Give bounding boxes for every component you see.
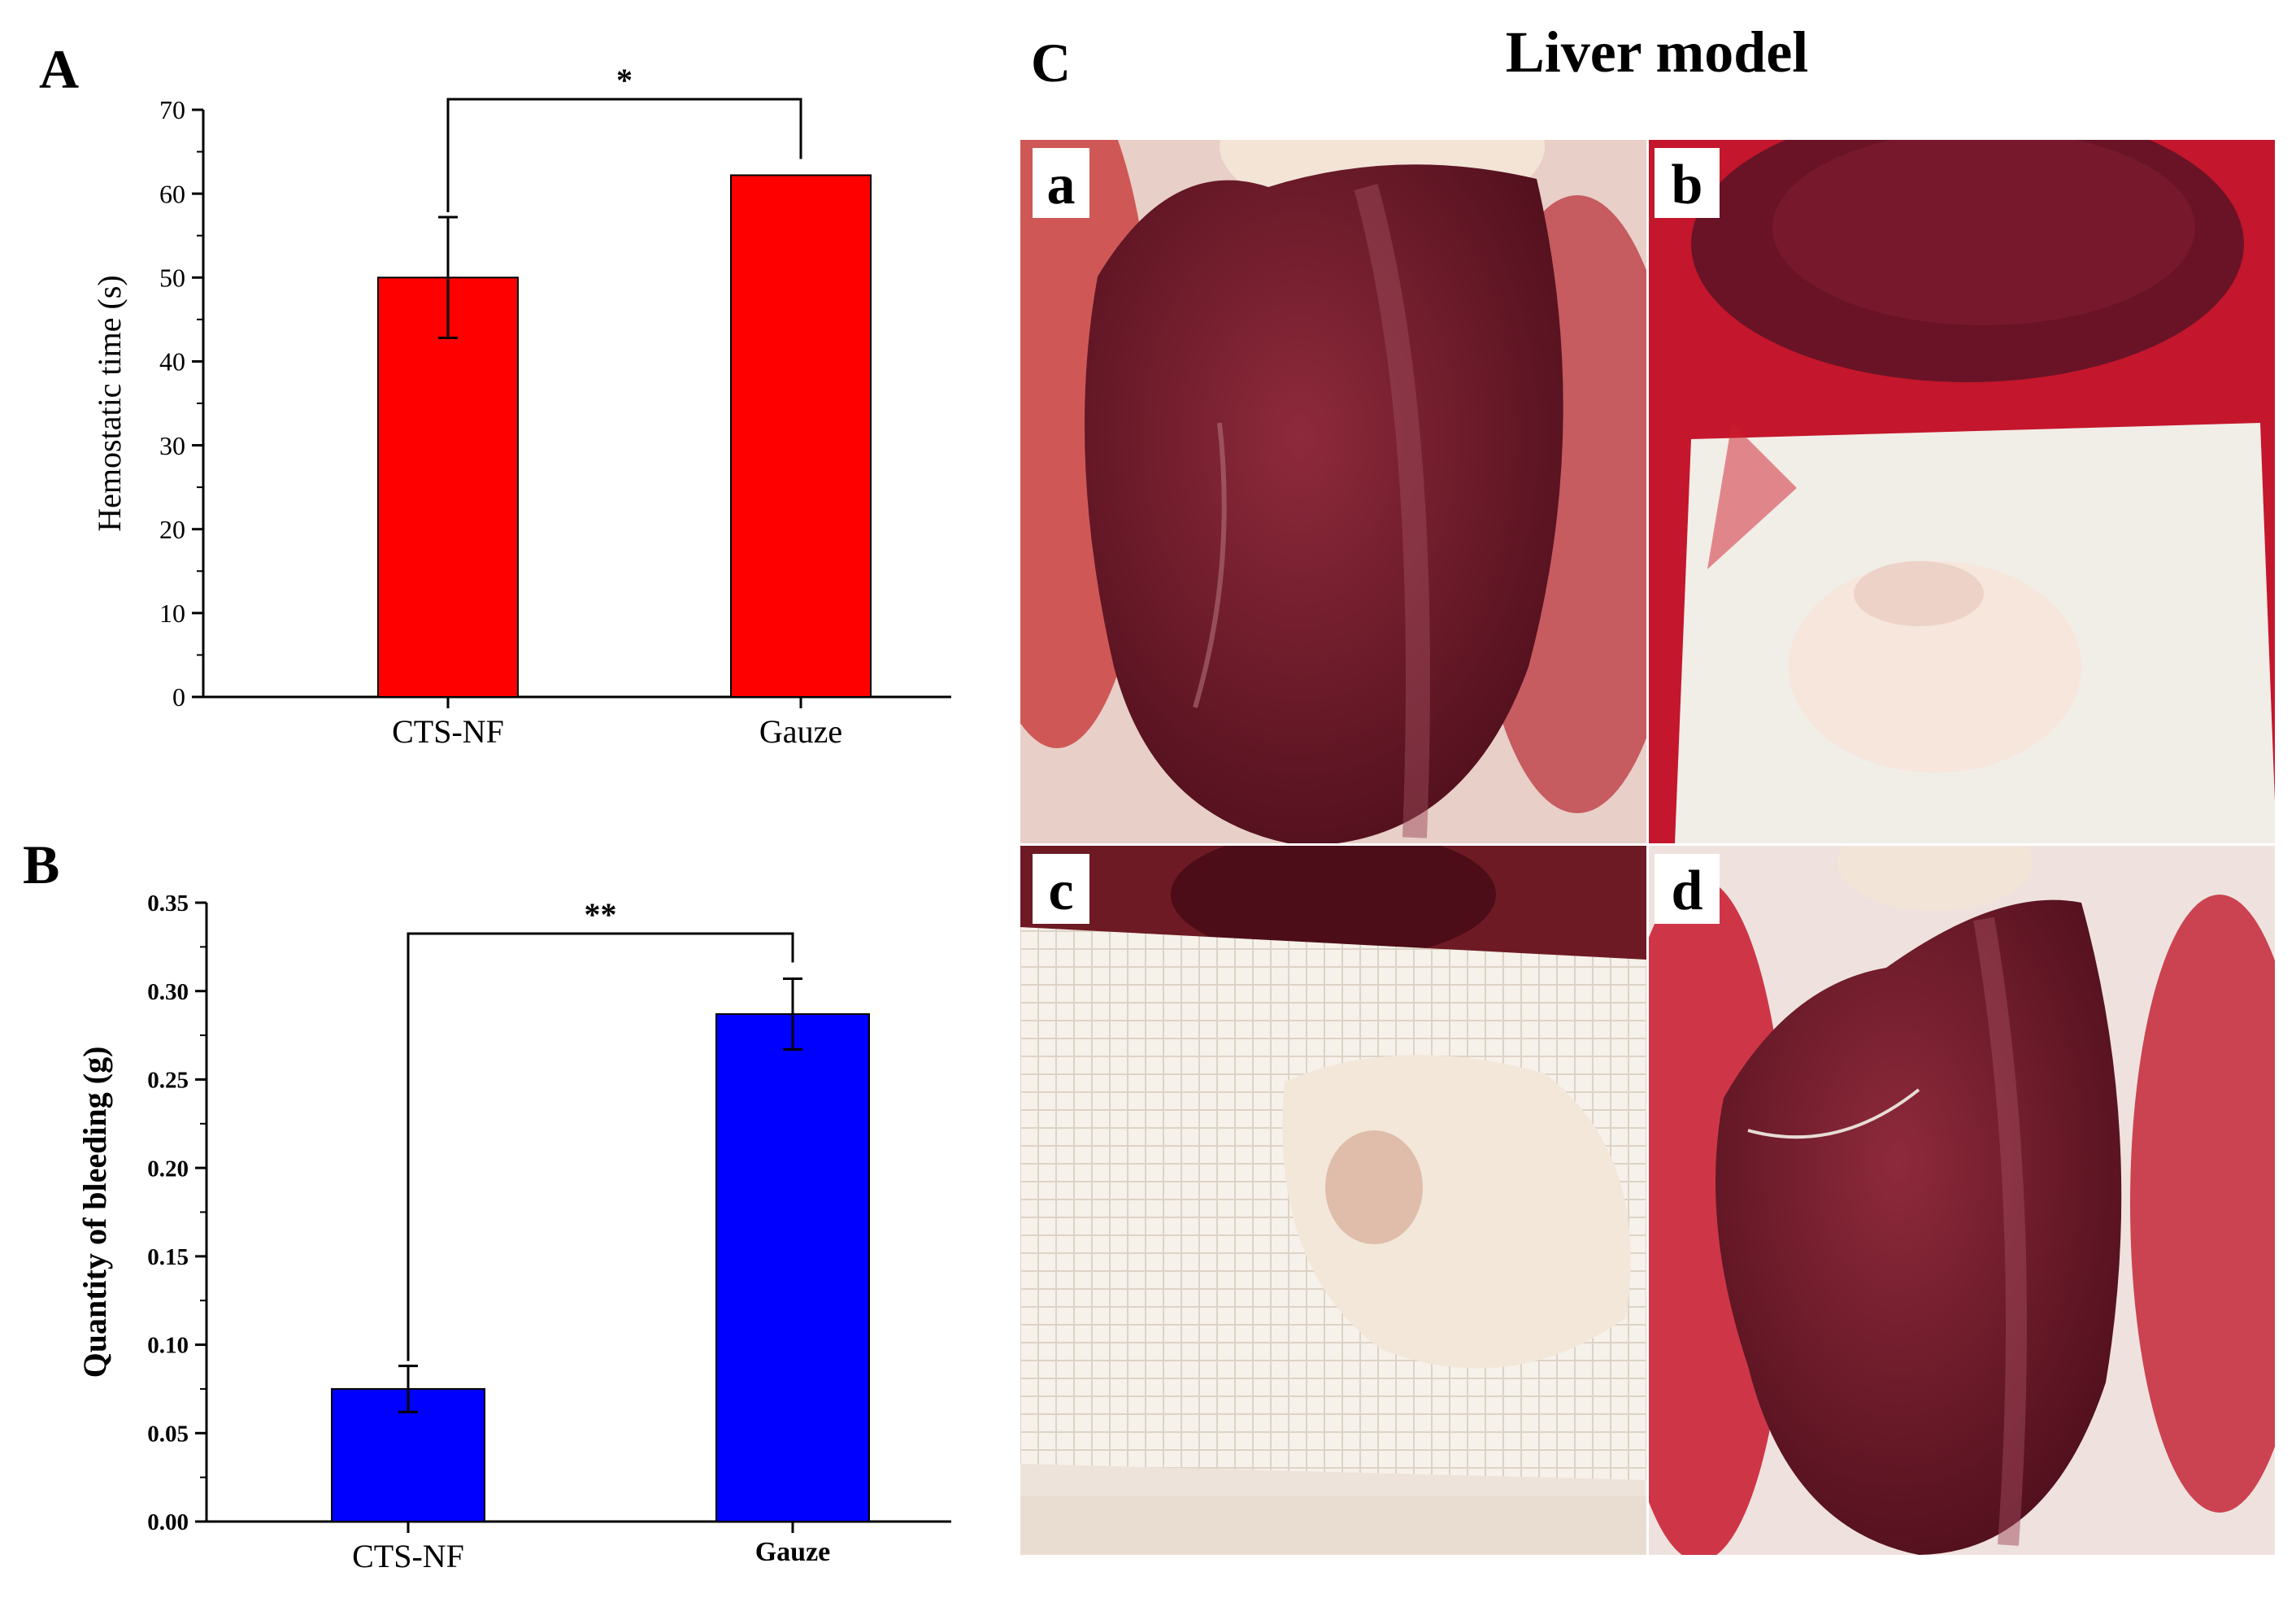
chart-a-y-tick-label: 60 (159, 179, 185, 208)
photo-b-label-bg (1655, 148, 1720, 218)
chart-a-significance-bracket (446, 98, 802, 213)
chart-b-category-label: CTS-NF (352, 1538, 464, 1574)
panel-c: C Liver model a b (1020, 20, 2275, 1555)
chart-b-y-tick-label: 0.20 (147, 1156, 189, 1182)
photo-a-label-bg (1033, 148, 1089, 218)
photo-d (1649, 846, 2275, 1555)
chart-a-category-label: Gauze (759, 713, 842, 750)
chart-a-y-tick-label: 0 (172, 682, 185, 712)
panel-b-letter: B (23, 834, 59, 895)
chart-a-significance-marker: * (616, 62, 633, 98)
chart-a-y-tick-label: 30 (159, 431, 185, 460)
photo-d-label: d (1672, 860, 1703, 922)
hemostatic-time-chart: 0 10 20 30 40 50 60 70 Hemostatic time (s) CTS-NF… (91, 62, 951, 750)
panel-a-letter: A (39, 38, 79, 100)
photo-b-label: b (1672, 154, 1703, 216)
chart-b-y-tick-label: 0.25 (147, 1068, 189, 1094)
chart-b-bar-gauze (715, 1012, 870, 1522)
chart-b-significance-marker: ** (585, 896, 617, 933)
chart-b-y-tick-label: 0.10 (147, 1333, 189, 1359)
panel-c-title: Liver model (1506, 20, 1809, 85)
chart-a-y-tick-label: 20 (159, 515, 185, 544)
photo-b (1649, 140, 2275, 843)
chart-b-y-tick-label: 0.15 (147, 1244, 189, 1270)
chart-b-y-tick-label: 0.00 (147, 1509, 189, 1535)
photo-c-label-bg (1033, 854, 1089, 924)
chart-a-y-tick-label: 70 (159, 95, 185, 124)
panel-a: A 0 10 20 30 40 50 60 70 Hemostatic time (s) CTS-… (39, 38, 951, 750)
chart-b-significance-bracket (407, 932, 794, 1361)
chart-a-y-tick-label: 40 (159, 347, 185, 377)
chart-b-y-axis-label: Quantity of bleeding (g) (76, 1047, 113, 1378)
photo-c-label: c (1048, 860, 1073, 922)
panel-b: B 0.00 0.05 0.10 0.15 0.20 0.25 0.30 0.35 Quanti… (23, 834, 951, 1574)
chart-a-bar-gauze (730, 174, 872, 699)
chart-b-y-tick-label: 0.05 (147, 1421, 189, 1447)
chart-a-category-label: CTS-NF (392, 713, 504, 750)
chart-a-bar-cts-nf (377, 276, 519, 698)
bleeding-quantity-chart: 0.00 0.05 0.10 0.15 0.20 0.25 0.30 0.35 Quantity… (76, 890, 951, 1574)
chart-b-y-tick-label: 0.30 (147, 979, 189, 1005)
chart-a-y-tick-label: 50 (159, 263, 185, 292)
panel-c-letter: C (1031, 32, 1071, 94)
chart-b-category-label: Gauze (755, 1537, 831, 1567)
photo-d-label-bg (1655, 854, 1720, 924)
photo-c (1020, 846, 1646, 1555)
chart-a-y-axis-label: Hemostatic time (s) (91, 275, 128, 531)
photo-a (1020, 140, 1646, 843)
chart-a-y-tick-label: 10 (159, 599, 185, 628)
chart-b-y-tick-label: 0.35 (147, 890, 189, 917)
photo-a-label: a (1047, 154, 1076, 216)
